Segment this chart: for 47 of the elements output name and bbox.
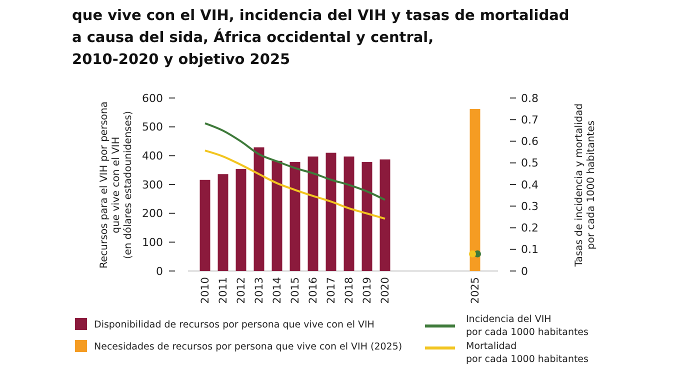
y2-tick-label: 0.3 bbox=[521, 200, 538, 213]
legend-label: Necesidades de recursos por persona que vive con el VIH (2025) bbox=[94, 341, 402, 352]
legend-label: Incidencia del VIH por cada 1000 habitantes bbox=[466, 314, 589, 338]
y-tick-label: 500 bbox=[142, 120, 163, 134]
y2-tick-label: 0.1 bbox=[521, 243, 538, 256]
x-tick-label: 2010 bbox=[200, 277, 212, 304]
y2-tick-label: 0.8 bbox=[521, 92, 538, 105]
bar bbox=[380, 159, 390, 271]
x-tick-label: 2011 bbox=[218, 277, 230, 304]
y2-tick-label: 0.7 bbox=[521, 113, 538, 126]
y-axis-title: Recursos para el VIH por persona que vive con el VIH (en dólares estadounidenses) bbox=[99, 102, 134, 268]
x-tick-label: 2012 bbox=[236, 277, 248, 304]
bar bbox=[362, 162, 372, 271]
bar bbox=[344, 156, 354, 271]
x-tick-label: 2019 bbox=[362, 277, 374, 304]
bar bbox=[236, 168, 246, 271]
legend-label: Disponibilidad de recursos por persona que vive con el VIH bbox=[94, 319, 374, 330]
x-tick-label: 2017 bbox=[326, 277, 338, 304]
bar bbox=[218, 174, 228, 271]
y2-axis-title: Tasas de incidencia y mortalidad por cada 1000 habitantes bbox=[574, 103, 597, 268]
x-tick-label: 2025 bbox=[470, 277, 482, 304]
bar bbox=[290, 162, 300, 271]
y2-tick-label: 0.5 bbox=[521, 156, 538, 170]
x-tick-label: 2015 bbox=[290, 277, 302, 304]
bar bbox=[272, 160, 282, 271]
y-tick-label: 300 bbox=[142, 178, 163, 192]
y-tick-label: 0 bbox=[156, 264, 163, 278]
y2-tick-label: 0.4 bbox=[521, 178, 538, 192]
legend-label: Mortalidad por cada 1000 habitantes bbox=[466, 341, 589, 365]
x-tick-label: 2013 bbox=[254, 277, 266, 304]
bar bbox=[308, 156, 318, 271]
bar bbox=[326, 152, 336, 271]
bar bbox=[200, 180, 210, 271]
bar bbox=[470, 108, 480, 271]
y-tick-label: 400 bbox=[142, 150, 163, 163]
y-tick-label: 600 bbox=[142, 92, 163, 105]
x-tick-label: 2020 bbox=[380, 277, 392, 304]
x-tick-label: 2016 bbox=[308, 276, 320, 304]
y-tick-label: 100 bbox=[142, 236, 163, 250]
y2-tick-label: 0.6 bbox=[521, 135, 538, 148]
y2-tick-label: 0 bbox=[521, 264, 528, 278]
y2-tick-label: 0.2 bbox=[521, 222, 538, 235]
x-tick-label: 2014 bbox=[272, 276, 284, 304]
chart-title: que vive con el VIH, incidencia del VIH y tasas de mortalidad a causa del sida, África occidental y central, 2010-2020 y objetivo 2025 bbox=[72, 8, 570, 68]
x-tick-label: 2018 bbox=[344, 277, 356, 304]
y-tick-label: 200 bbox=[142, 207, 163, 220]
bar bbox=[254, 147, 264, 271]
